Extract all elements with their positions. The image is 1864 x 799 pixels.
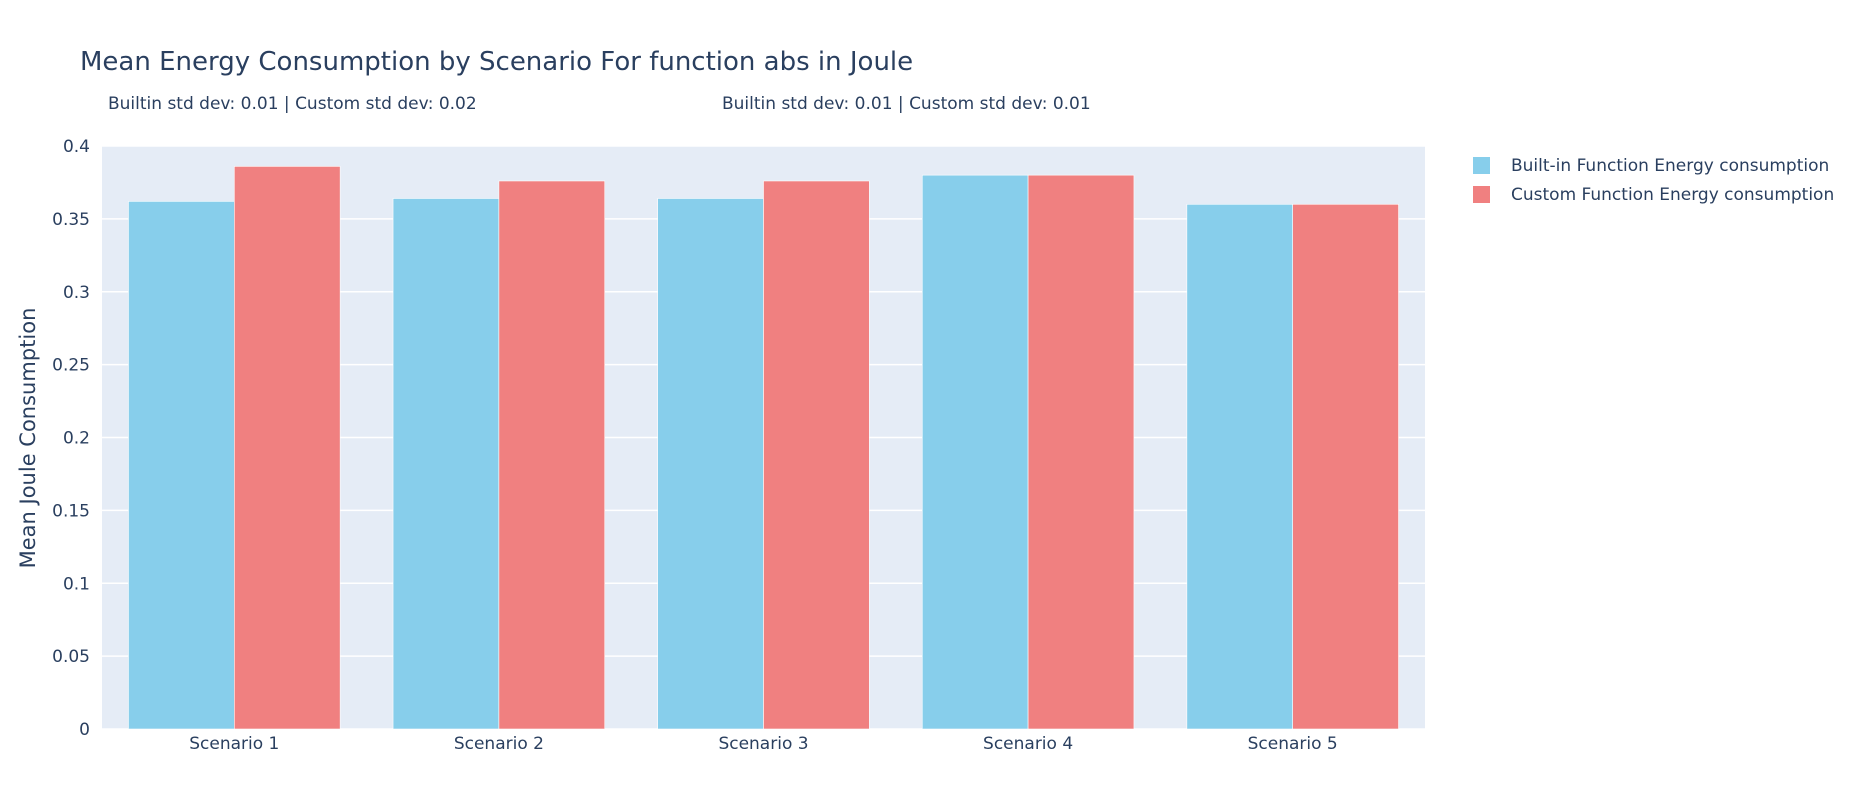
bar-builtin[interactable]: [128, 201, 235, 730]
y-tick-label: 0.25: [52, 356, 90, 376]
y-tick-label: 0.05: [52, 647, 90, 667]
bar-builtin[interactable]: [392, 198, 500, 730]
x-tick-label: Scenario 1: [189, 734, 279, 754]
y-tick-label: 0.35: [52, 210, 90, 230]
x-tick-label: Scenario 3: [718, 734, 808, 754]
y-axis-title: Mean Joule Consumption: [16, 308, 40, 569]
chart-title: Mean Energy Consumption by Scenario For …: [80, 47, 913, 77]
y-tick-label: 0.4: [63, 137, 90, 157]
bar-custom[interactable]: [1027, 174, 1135, 730]
y-tick-label: 0.2: [63, 429, 90, 449]
y-axis-ticks: 0 0.05 0.1 0.15 0.2 0.25 0.3 0.35 0.4: [52, 137, 90, 740]
x-tick-label: Scenario 5: [1248, 734, 1338, 754]
y-tick-label: 0.1: [63, 574, 90, 594]
bar-builtin[interactable]: [1186, 204, 1293, 730]
y-tick-label: 0.3: [63, 283, 90, 303]
legend-swatch: [1473, 186, 1490, 203]
std-dev-annotation: Builtin std dev: 0.01 | Custom std dev: …: [108, 94, 477, 114]
legend-label: Custom Function Energy consumption: [1511, 185, 1834, 205]
bar-custom[interactable]: [498, 180, 606, 730]
bar-builtin[interactable]: [657, 198, 764, 730]
y-tick-label: 0.15: [52, 501, 90, 521]
y-tick-label: 0: [79, 720, 90, 740]
bar-custom[interactable]: [234, 166, 341, 730]
legend-swatch: [1473, 157, 1490, 174]
legend-item[interactable]: Custom Function Energy consumption: [1473, 185, 1834, 205]
bar-builtin[interactable]: [921, 174, 1029, 730]
x-axis-ticks: Scenario 1 Scenario 2 Scenario 3 Scenario 4…: [189, 734, 1338, 754]
x-tick-label: Scenario 2: [454, 734, 544, 754]
legend-label: Built-in Function Energy consumption: [1511, 156, 1829, 176]
bar-custom[interactable]: [763, 180, 870, 730]
legend-item[interactable]: Built-in Function Energy consumption: [1473, 156, 1829, 176]
x-tick-label: Scenario 4: [983, 734, 1073, 754]
std-dev-annotation: Builtin std dev: 0.01 | Custom std dev: …: [722, 94, 1091, 114]
bars: [128, 166, 1399, 730]
bar-custom[interactable]: [1292, 204, 1399, 730]
legend[interactable]: Built-in Function Energy consumption Cust…: [1473, 156, 1834, 205]
